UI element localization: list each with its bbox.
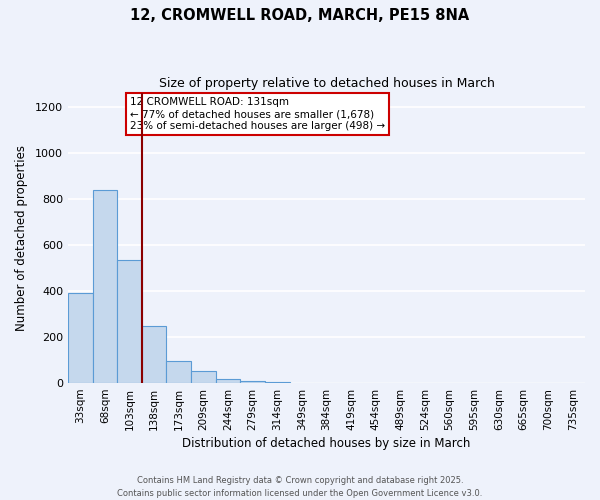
- Bar: [142, 326, 166, 383]
- Bar: [92, 190, 117, 383]
- Bar: [191, 371, 215, 383]
- Y-axis label: Number of detached properties: Number of detached properties: [15, 145, 28, 331]
- Bar: [240, 381, 265, 383]
- Bar: [166, 360, 191, 383]
- Text: 12 CROMWELL ROAD: 131sqm
← 77% of detached houses are smaller (1,678)
23% of sem: 12 CROMWELL ROAD: 131sqm ← 77% of detach…: [130, 98, 385, 130]
- Title: Size of property relative to detached houses in March: Size of property relative to detached ho…: [158, 78, 494, 90]
- Text: 12, CROMWELL ROAD, MARCH, PE15 8NA: 12, CROMWELL ROAD, MARCH, PE15 8NA: [130, 8, 470, 22]
- Bar: [68, 294, 92, 383]
- X-axis label: Distribution of detached houses by size in March: Distribution of detached houses by size …: [182, 437, 470, 450]
- Text: Contains HM Land Registry data © Crown copyright and database right 2025.
Contai: Contains HM Land Registry data © Crown c…: [118, 476, 482, 498]
- Bar: [117, 260, 142, 383]
- Bar: [215, 379, 240, 383]
- Bar: [265, 382, 290, 383]
